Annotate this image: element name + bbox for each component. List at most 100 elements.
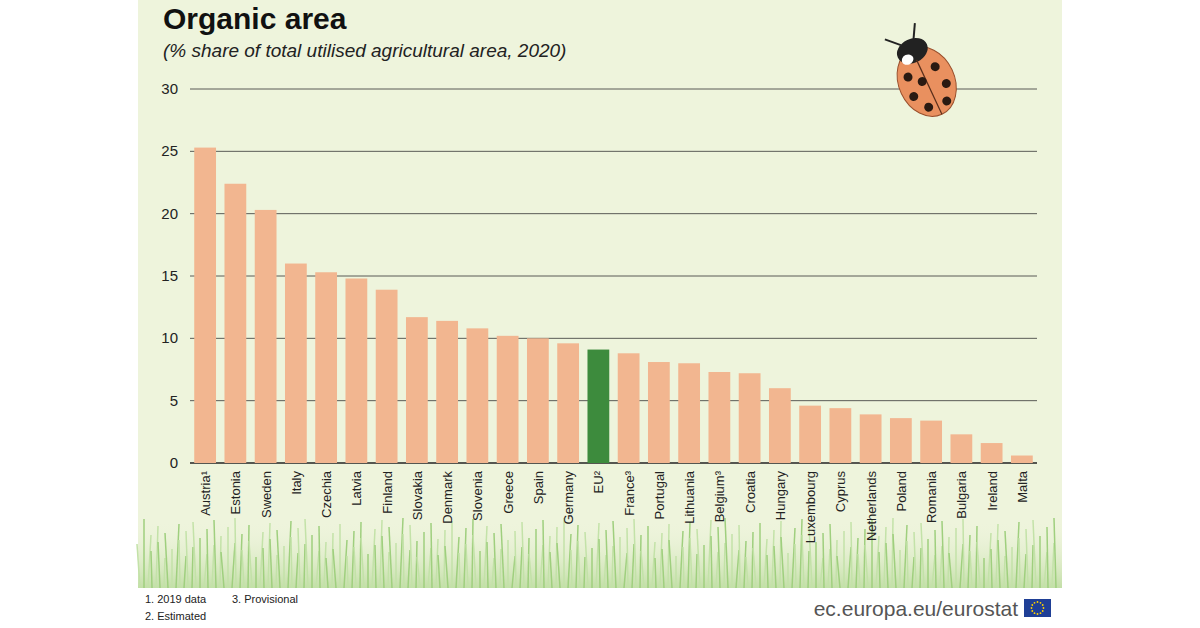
grass-blade [795, 544, 796, 588]
grass-blade [632, 544, 634, 588]
grass-blade [920, 548, 921, 588]
grass-blade [921, 523, 924, 588]
grass-blade [557, 543, 560, 588]
bar [678, 363, 700, 463]
grass-blade [277, 530, 280, 588]
flag [1024, 599, 1051, 617]
grass-blade [1024, 554, 1026, 588]
x-tick-label: Germany [561, 471, 576, 525]
bar [648, 362, 670, 463]
grass-blade [1026, 529, 1028, 588]
bar [497, 336, 519, 463]
grass-blade [976, 526, 977, 588]
grass-blade [410, 525, 412, 588]
bar [376, 290, 398, 463]
flag-star [1037, 613, 1039, 615]
grass-blade [296, 553, 298, 588]
grass-blade [948, 537, 949, 588]
grass-blade [641, 551, 644, 588]
grass-blade [389, 527, 392, 588]
grass-blade [662, 549, 664, 588]
grass-blade [669, 540, 672, 588]
bar [860, 414, 882, 463]
bar [345, 278, 367, 463]
grass-blade [604, 555, 606, 588]
grass-blade [884, 527, 886, 588]
x-tick-label: Bulgaria [954, 470, 969, 518]
x-tick-label: Spain [531, 471, 546, 504]
grass-blade [983, 558, 985, 588]
bar [739, 373, 761, 463]
x-tick-label: Malta [1015, 470, 1030, 503]
grass-blade [1047, 527, 1048, 588]
grass-blade [955, 528, 957, 588]
grass-blade [501, 524, 504, 588]
bar [587, 350, 609, 463]
bars [194, 148, 1033, 463]
grass-blade [459, 553, 460, 588]
spot [908, 91, 920, 103]
grass-blade [367, 554, 369, 588]
y-tick-label: 20 [161, 205, 178, 222]
grass-blade [865, 545, 868, 588]
spot [916, 76, 928, 88]
grass-blade [780, 521, 781, 588]
x-tick-label: Czechia [319, 470, 334, 518]
grass-blade [764, 539, 767, 588]
grass-blade [697, 529, 700, 588]
grass-blade [291, 537, 292, 588]
grass-blade [571, 550, 572, 588]
grass-blade [752, 532, 753, 588]
x-tick-label: EU² [591, 470, 606, 493]
grass-blade [354, 547, 356, 588]
grass-blade [445, 546, 448, 588]
x-tick-label: Finland [380, 471, 395, 514]
antenna [885, 34, 901, 50]
bar [981, 443, 1003, 463]
x-tick-label: Poland [894, 471, 909, 511]
y-tick-label: 15 [161, 267, 178, 284]
grass-blade [372, 529, 375, 588]
bar [1011, 456, 1033, 463]
grass-blade [753, 548, 756, 588]
flag-star [1034, 602, 1036, 604]
x-tick-label: Belgium³ [712, 470, 727, 522]
grass-blade [540, 545, 543, 588]
grass-blade [647, 526, 649, 588]
grass-blade [724, 543, 725, 588]
grass-blade [746, 557, 748, 588]
antenna [908, 23, 921, 39]
grass-blade [339, 524, 341, 588]
grass-blade [143, 519, 145, 588]
grass-blade [270, 539, 272, 588]
grass-blade [227, 527, 229, 588]
x-tick-label: France³ [622, 470, 637, 515]
spot [902, 71, 914, 83]
grass-blade [781, 537, 784, 588]
grass-blade [184, 556, 186, 588]
grass-blade [652, 542, 655, 588]
grass-blade [212, 545, 214, 588]
grass-blade [820, 558, 823, 588]
grass-blade [772, 530, 774, 588]
grass-blade [466, 544, 468, 588]
grass-blade [417, 557, 420, 588]
grass-blade [528, 538, 529, 588]
flag-star [1043, 607, 1045, 609]
grass-blade [288, 521, 291, 588]
grass-blade [232, 543, 235, 588]
bar [890, 418, 912, 463]
grass-blade [395, 543, 397, 588]
grass-blade [1052, 543, 1054, 588]
x-tick-label: Slovenia [470, 470, 485, 521]
grass-blade [655, 558, 656, 588]
grass-blade [423, 532, 425, 588]
grass-blade [599, 539, 600, 588]
subtitle: (% share of total utilised agricultural … [163, 40, 566, 61]
grass-blade [899, 550, 901, 588]
bar [920, 421, 942, 463]
grass-blade [1039, 536, 1041, 588]
grass-blade [464, 528, 466, 588]
grass-blade [856, 538, 858, 588]
x-tick-label: Greece [501, 471, 516, 514]
